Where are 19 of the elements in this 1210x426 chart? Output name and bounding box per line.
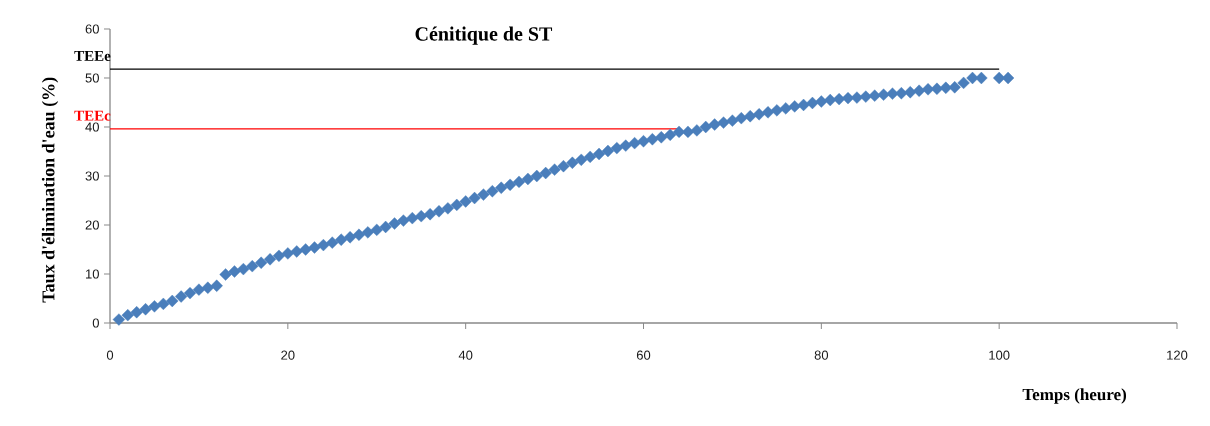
x-tick-label: 0 [106, 350, 114, 360]
chart-title: Cénitique de ST [415, 26, 553, 45]
y-tick-label: 40 [85, 122, 99, 132]
y-tick-label: 30 [85, 171, 99, 181]
x-tick-label: 60 [636, 350, 651, 360]
y-tick-label: 10 [86, 269, 99, 279]
y-tick-label: 50 [85, 73, 99, 83]
x-tick-label: 20 [281, 350, 295, 360]
y-axis-title: Taux d'élimination d'eau (%) [41, 77, 59, 303]
x-tick-label: 120 [1167, 350, 1188, 360]
x-tick-label: 80 [814, 350, 829, 360]
series-label: TEEc [74, 110, 111, 121]
y-tick-label: 60 [85, 24, 99, 34]
x-tick-label: 100 [989, 350, 1010, 360]
y-tick-label: 20 [85, 220, 99, 230]
x-axis-title: Temps (heure) [1022, 388, 1127, 404]
x-tick-label: 40 [458, 350, 473, 360]
y-tick-label: 0 [92, 318, 99, 328]
series-label: TEEe [74, 51, 111, 61]
